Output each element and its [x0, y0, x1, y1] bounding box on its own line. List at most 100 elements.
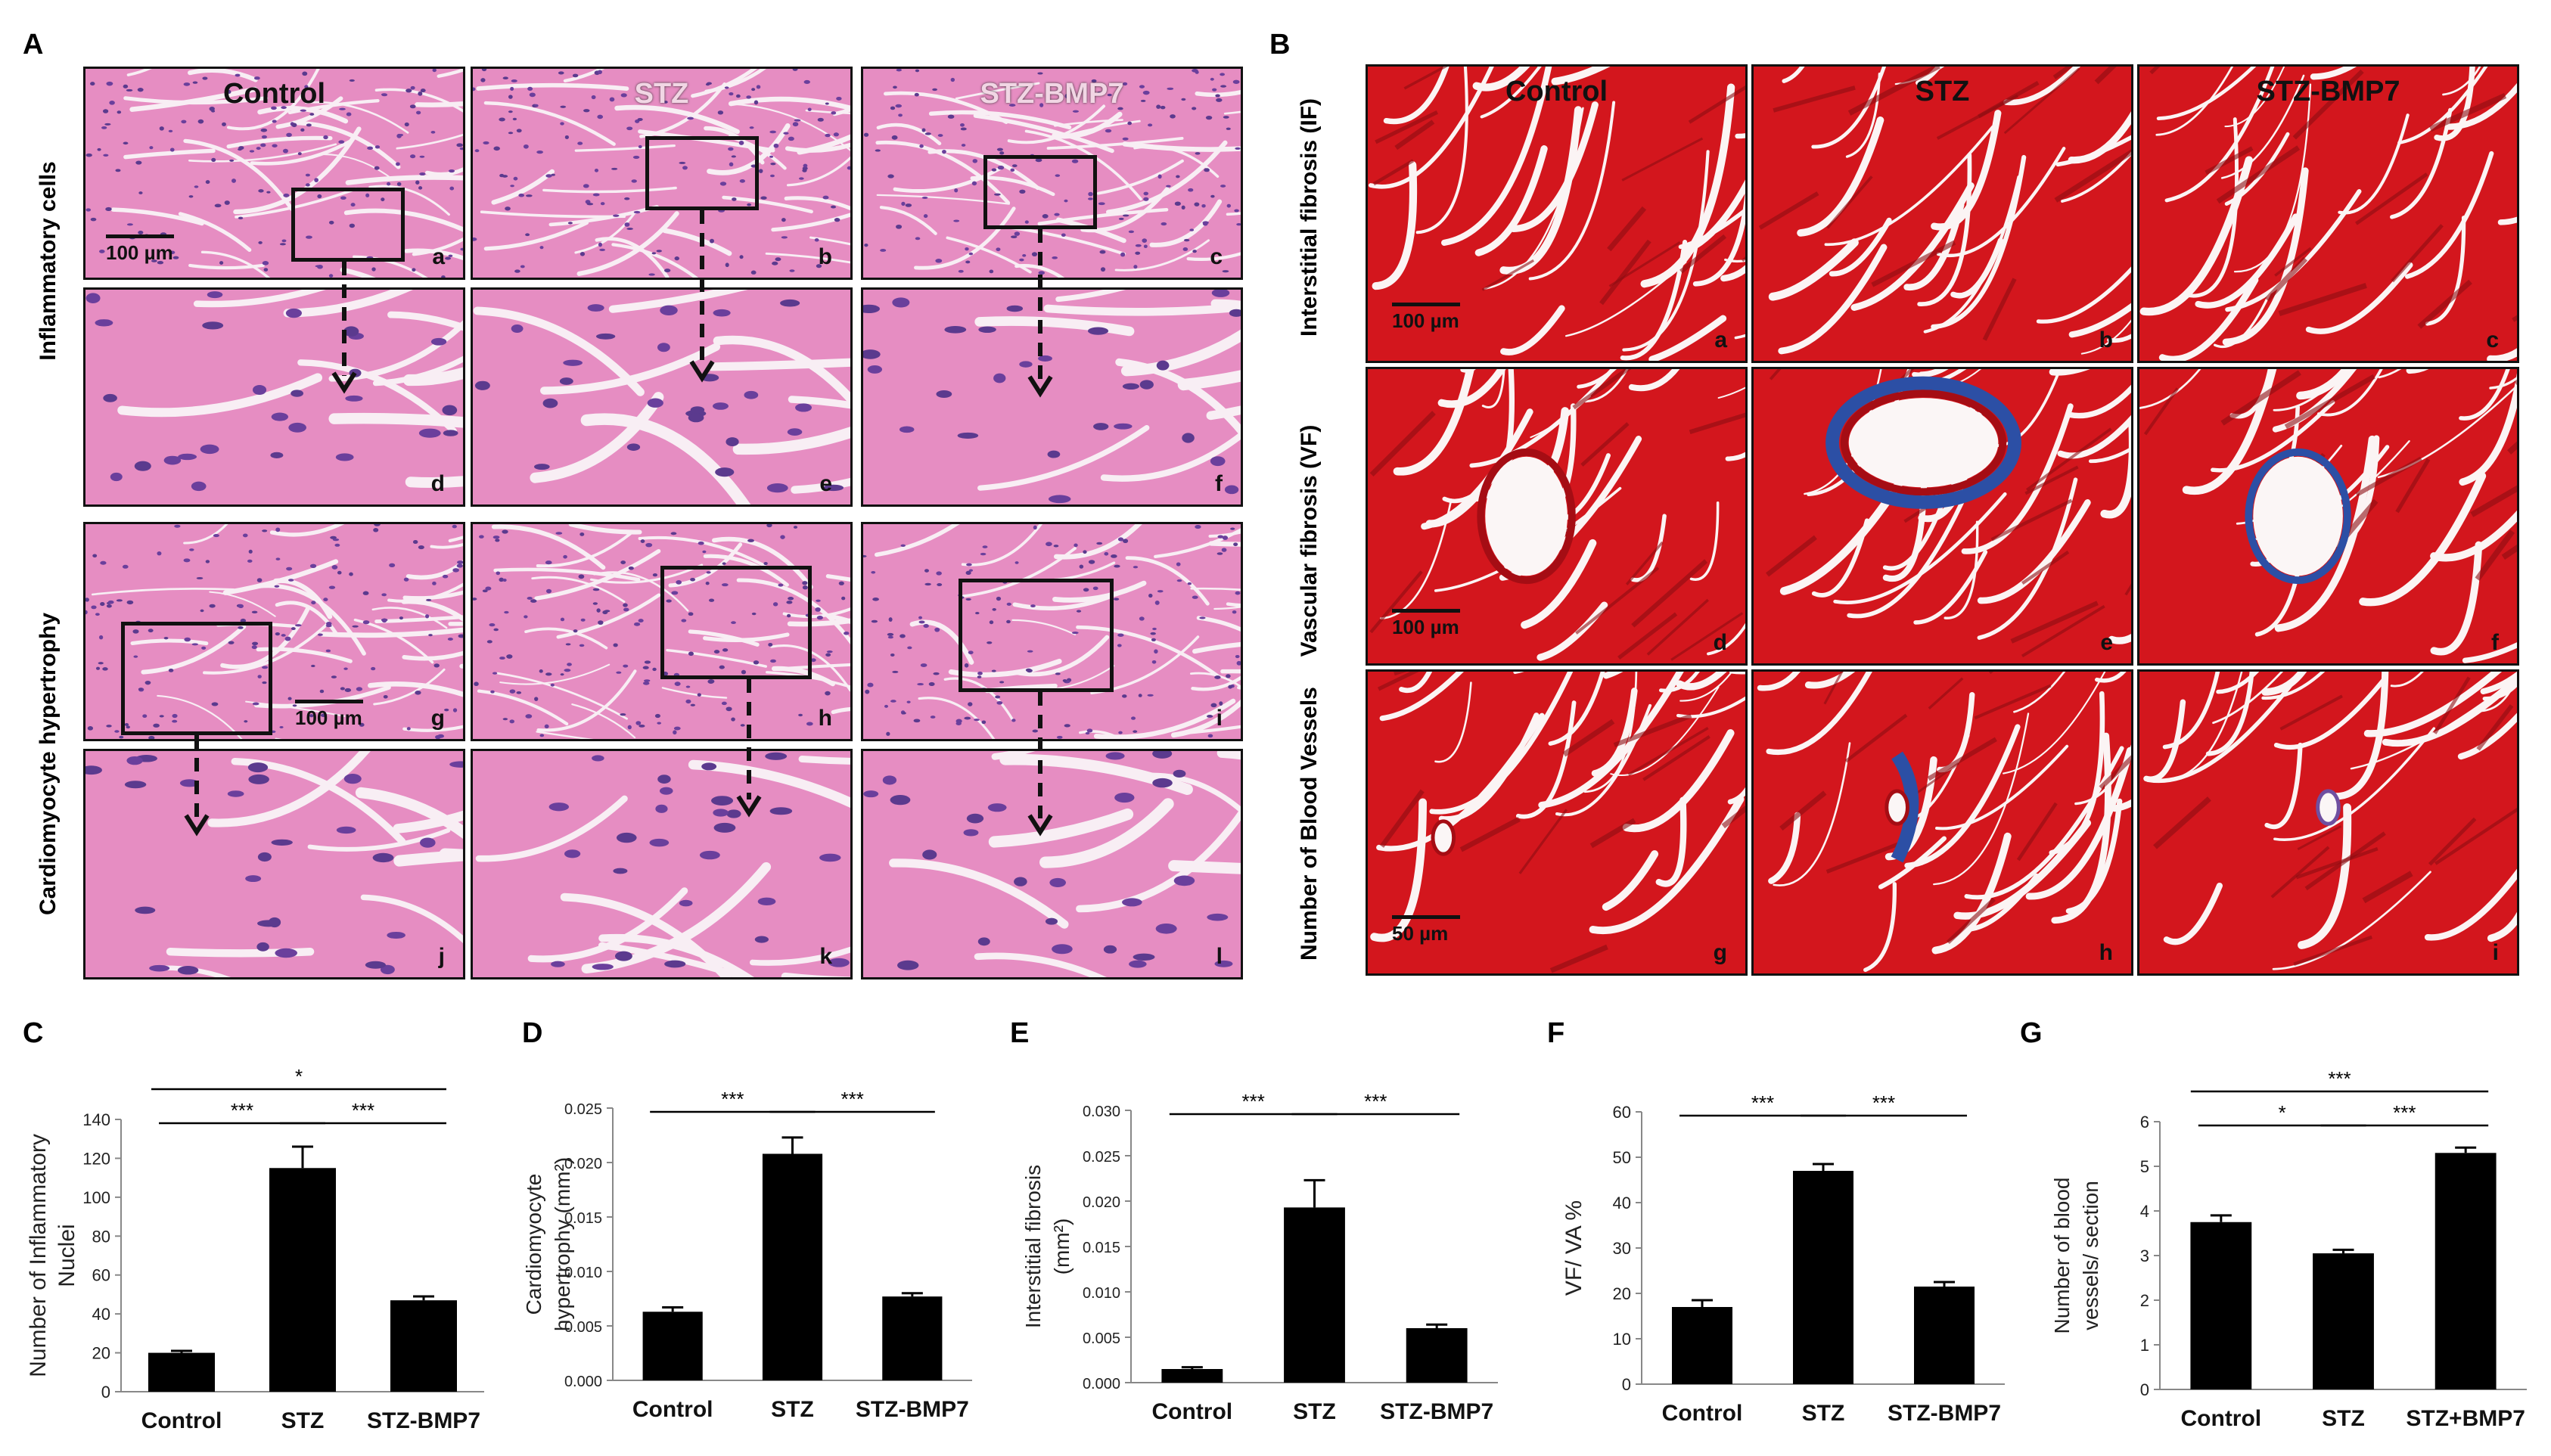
chart-e: 0.000 0.005 0.010 0.015 0.020 0.025 0.030 Contr… — [999, 1014, 1528, 1452]
tile-letter: h — [2099, 940, 2113, 965]
micrograph-tile: i — [2137, 669, 2519, 976]
x-tick-label: STZ — [2322, 1406, 2365, 1431]
bar-control — [148, 1352, 215, 1392]
y-tick-label: 5 — [2140, 1157, 2149, 1176]
tissue-texture — [1368, 369, 1745, 663]
x-tick-label: STZ-BMP7 — [856, 1397, 969, 1422]
selection-box — [959, 579, 1114, 692]
scale-bar-label: 50 µm — [1392, 922, 1449, 945]
selection-box — [291, 188, 405, 262]
micrograph-tile: k — [471, 749, 853, 979]
bar-stz — [762, 1153, 823, 1380]
x-tick-label: STZ-BMP7 — [1888, 1401, 2001, 1426]
bar-stz — [1284, 1207, 1345, 1383]
micrograph-tile: STZ-BMP7 c — [2137, 64, 2519, 363]
y-tick-label: 60 — [1613, 1103, 1631, 1122]
scale-bar: 100 µm — [1392, 609, 1460, 639]
y-tick-label: 0.005 — [564, 1319, 602, 1336]
error-bar — [292, 1145, 313, 1169]
x-tick-label: STZ — [1802, 1401, 1845, 1426]
tile-letter: c — [1210, 244, 1223, 269]
tile-letter: i — [1216, 706, 1223, 731]
scale-bar: 100 µm — [295, 700, 363, 730]
bar-stz-bmp7 — [882, 1296, 943, 1380]
tile-letter: g — [430, 706, 445, 731]
bar-stz-bmp7 — [2434, 1153, 2497, 1389]
tile-letter: g — [1713, 940, 1727, 965]
error-bar — [1934, 1281, 1955, 1287]
micrograph-tile: d — [1366, 367, 1748, 666]
tissue-texture — [85, 751, 463, 977]
tile-letter: e — [819, 471, 832, 496]
bar-control — [642, 1312, 703, 1380]
column-title: STZ — [1915, 76, 1970, 107]
scale-bar: 100 µm — [1392, 303, 1460, 333]
bar-stz — [2313, 1253, 2374, 1389]
tile-letter: a — [1714, 328, 1727, 352]
y-tick-label: 0.025 — [564, 1101, 602, 1118]
panel-letter-e: E — [1010, 1017, 1030, 1049]
x-tick-label: STZ — [1293, 1399, 1336, 1424]
micrograph-tile: i — [861, 522, 1243, 741]
scale-bar-label: 100 µm — [106, 241, 173, 264]
tile-letter: l — [1216, 944, 1223, 969]
scale-bar: 100 µm — [106, 234, 174, 265]
panel-letter-b: B — [1269, 29, 1291, 61]
y-axis-label: VF/ VA % — [1561, 1200, 1586, 1296]
significance-label: *** — [1364, 1090, 1387, 1113]
y-axis-label: Cardiomyocyte hypertrophy (mm²) — [522, 1157, 574, 1331]
y-tick-label: 3 — [2140, 1246, 2149, 1265]
significance-label: *** — [1241, 1090, 1264, 1113]
y-tick-label: 0 — [2140, 1380, 2149, 1399]
error-bar — [1813, 1163, 1834, 1171]
selection-box — [660, 566, 812, 679]
y-tick-label: 0.030 — [1083, 1104, 1120, 1120]
y-tick-label: 40 — [92, 1305, 110, 1324]
bar-stz — [1793, 1171, 1853, 1384]
tissue-texture — [1754, 67, 2131, 361]
micrograph-tile: g — [1366, 669, 1748, 976]
bar-stz-bmp7 — [1406, 1328, 1468, 1383]
tile-letter: b — [2099, 328, 2113, 352]
error-bar — [171, 1349, 192, 1353]
tissue-texture — [863, 751, 1241, 977]
error-bar — [1181, 1366, 1203, 1369]
y-tick-label: 0 — [101, 1383, 110, 1402]
y-tick-label: 0.020 — [1083, 1194, 1120, 1211]
panel-b-row-label-vessels: Number of Blood Vessels — [1297, 687, 1322, 961]
tile-letter: f — [1215, 471, 1223, 496]
x-tick-label: STZ-BMP7 — [1380, 1399, 1493, 1424]
y-tick-label: 10 — [1613, 1330, 1631, 1349]
bar-control — [1161, 1369, 1223, 1383]
tile-letter: b — [818, 244, 832, 269]
micrograph-tile: f — [2137, 367, 2519, 666]
tile-letter: a — [432, 244, 445, 269]
micrograph-tile: e — [1751, 367, 2133, 666]
significance-label: *** — [721, 1088, 744, 1110]
tissue-texture — [85, 524, 463, 739]
error-bar — [901, 1292, 923, 1297]
column-title: STZ-BMP7 — [980, 78, 1124, 110]
bar-control — [2190, 1222, 2252, 1389]
error-bar — [2210, 1214, 2232, 1222]
tissue-texture — [1368, 67, 1745, 361]
tile-letter: k — [819, 944, 832, 969]
y-tick-label: 0.010 — [1083, 1285, 1120, 1302]
y-tick-label: 50 — [1613, 1148, 1631, 1167]
y-tick-label: 20 — [92, 1344, 110, 1363]
micrograph-tile: h — [1751, 669, 2133, 976]
column-title: STZ — [634, 78, 689, 110]
micrograph-tile: Control a — [1366, 64, 1748, 363]
tissue-texture — [2139, 67, 2517, 361]
scale-bar: 50 µm — [1392, 915, 1460, 945]
panel-letter-d: D — [522, 1017, 543, 1049]
tissue-texture — [2139, 672, 2517, 973]
chart-g: 0 1 2 3 4 5 6 Control STZ STZ+BMP7 * *** *** Number o… — [2027, 1014, 2549, 1452]
tile-letter: e — [2100, 630, 2113, 655]
significance-label: *** — [840, 1088, 863, 1110]
error-bar — [1303, 1178, 1325, 1208]
tissue-texture — [2139, 369, 2517, 663]
panel-letter-c: C — [23, 1017, 44, 1049]
